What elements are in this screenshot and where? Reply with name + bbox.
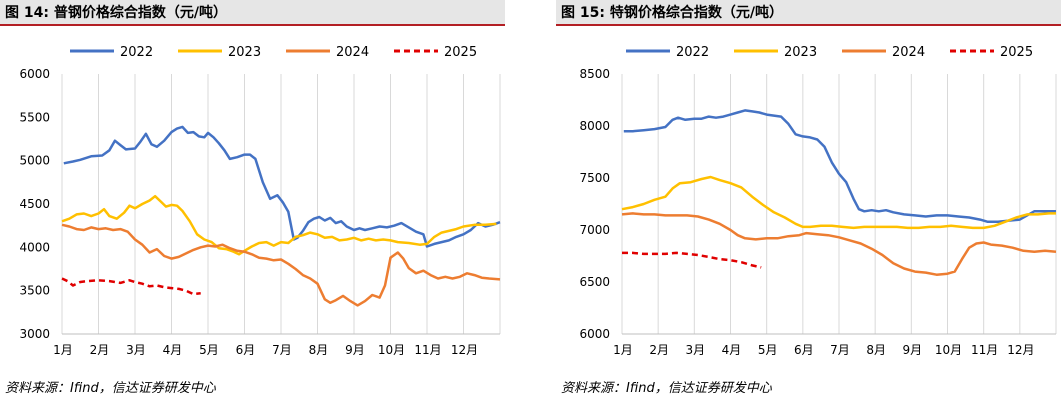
y-tick-label: 3500 — [19, 284, 50, 298]
y-tick-label: 5500 — [19, 110, 50, 124]
legend-label-2024: 2024 — [892, 45, 925, 60]
x-tick-label: 9月 — [345, 343, 365, 357]
x-tick-label: 1月 — [53, 343, 73, 357]
title-bar: 图 14: 普钢价格综合指数（元/吨） — [0, 0, 505, 26]
x-tick-label: 10月 — [935, 343, 962, 357]
x-tick-label: 7月 — [272, 343, 292, 357]
x-tick-label: 12月 — [1007, 343, 1034, 357]
source-note: 资料来源：Ifind，信达证券研发中心 — [561, 381, 772, 396]
y-tick-label: 7500 — [579, 171, 610, 185]
legend-label-2024: 2024 — [336, 45, 369, 60]
y-tick-label: 4000 — [19, 240, 50, 254]
source-note: 资料来源：Ifind，信达证券研发中心 — [5, 381, 216, 396]
y-tick-label: 8000 — [579, 119, 610, 133]
series-line-2024 — [621, 212, 1057, 276]
x-tick-label: 5月 — [758, 343, 778, 357]
title-bar: 图 15: 特钢价格综合指数（元/吨） — [556, 0, 1061, 26]
y-tick-label: 3000 — [19, 327, 50, 341]
line-chart-special-steel-index: 6000 6500 7000 7500 8000 8500 1月 2月 3月 4月 5月 6月 7月 8月… — [579, 45, 1057, 357]
legend-label-2023: 2023 — [228, 45, 261, 60]
legend-label-2025: 2025 — [444, 45, 477, 60]
legend-label-2022: 2022 — [120, 45, 153, 60]
x-tick-label: 12月 — [451, 343, 478, 357]
series-line-2024 — [61, 223, 501, 307]
x-tick-label: 6月 — [236, 343, 256, 357]
y-tick-label: 6500 — [579, 275, 610, 289]
y-tick-label: 7000 — [579, 223, 610, 237]
x-tick-label: 7月 — [830, 343, 850, 357]
x-tick-label: 9月 — [903, 343, 923, 357]
chart-panel-steel-index: 图 14: 普钢价格综合指数（元/吨） 3000 3500 4000 4500 5000… — [0, 0, 505, 401]
series-line-2025 — [622, 251, 762, 269]
y-tick-label: 6000 — [19, 67, 50, 81]
x-tick-label: 8月 — [309, 343, 329, 357]
x-tick-label: 5月 — [199, 343, 219, 357]
x-tick-label: 3月 — [686, 343, 706, 357]
series-line-2022 — [623, 109, 1056, 223]
x-tick-label: 11月 — [971, 343, 998, 357]
x-tick-label: 6月 — [794, 343, 814, 357]
series-line-2025 — [61, 277, 201, 296]
y-tick-label: 6000 — [579, 327, 610, 341]
series-line-2023 — [621, 175, 1056, 230]
chart-title: 图 15: 特钢价格综合指数（元/吨） — [561, 5, 783, 21]
line-chart-steel-index: 3000 3500 4000 4500 5000 5500 6000 1月 2月 3月 4月 5月 6月… — [19, 45, 501, 357]
series-line-2022 — [63, 125, 501, 248]
x-tick-label: 3月 — [126, 343, 146, 357]
chart-panel-special-steel-index: 图 15: 特钢价格综合指数（元/吨） 6000 6500 7000 7500 8000… — [556, 0, 1061, 401]
legend-label-2025: 2025 — [1000, 45, 1033, 60]
series-line-2023 — [61, 194, 497, 256]
x-tick-label: 1月 — [613, 343, 633, 357]
x-tick-label: 10月 — [378, 343, 405, 357]
x-tick-label: 4月 — [722, 343, 742, 357]
x-tick-label: 2月 — [90, 343, 110, 357]
y-tick-label: 8500 — [579, 67, 610, 81]
x-tick-label: 2月 — [649, 343, 669, 357]
legend-label-2022: 2022 — [676, 45, 709, 60]
chart-title: 图 14: 普钢价格综合指数（元/吨） — [5, 5, 227, 21]
x-tick-label: 11月 — [414, 343, 441, 357]
x-tick-label: 8月 — [866, 343, 886, 357]
x-tick-label: 4月 — [163, 343, 183, 357]
y-tick-label: 5000 — [19, 154, 50, 168]
legend-label-2023: 2023 — [784, 45, 817, 60]
y-tick-label: 4500 — [19, 197, 50, 211]
